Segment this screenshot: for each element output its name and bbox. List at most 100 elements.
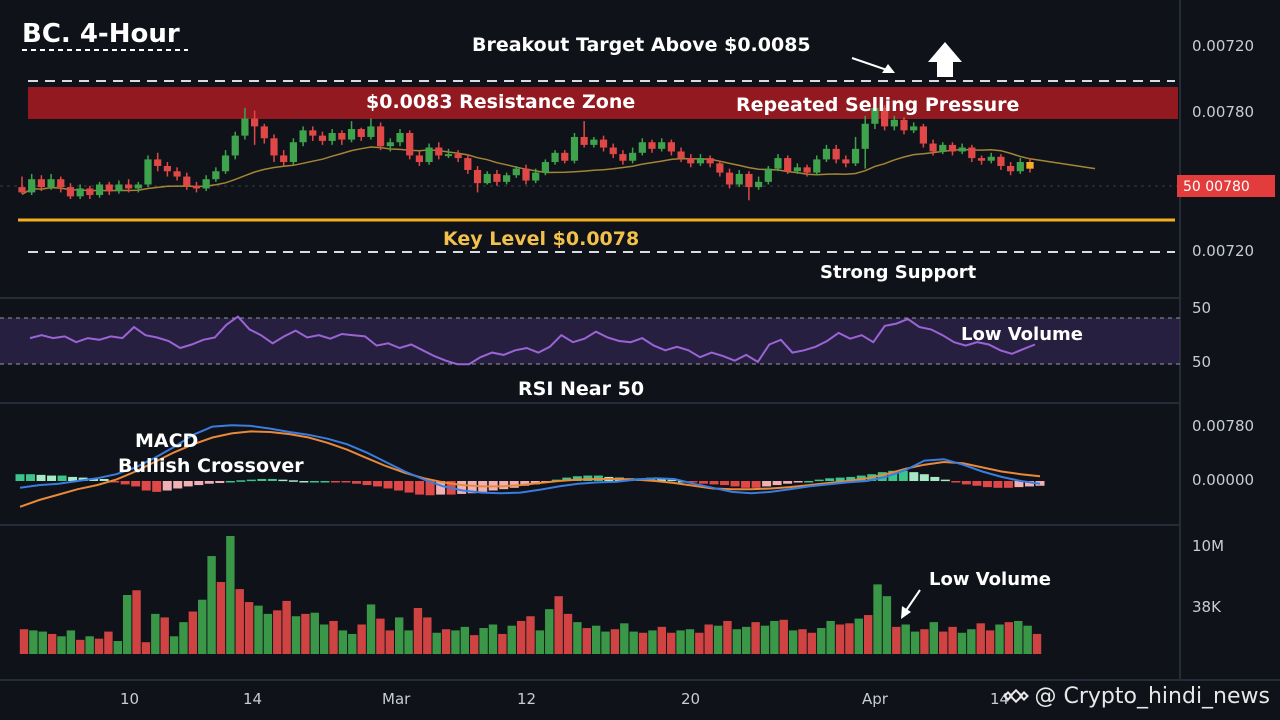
macd-histogram-bar — [699, 481, 709, 484]
volume-bar — [385, 630, 395, 654]
volume-bar — [910, 631, 920, 654]
x-tick-20: 20 — [681, 690, 700, 708]
macd-crossover-label: Bullish Crossover — [118, 455, 304, 477]
moving-average-layer — [21, 146, 1096, 196]
macd-histogram-bar — [656, 478, 666, 481]
macd-histogram-bar — [688, 481, 698, 483]
candle — [454, 154, 462, 159]
volume-bar — [113, 641, 122, 654]
volume-bar — [366, 604, 376, 654]
volume-bar — [742, 626, 751, 654]
candle — [338, 133, 346, 140]
volume-bar — [57, 636, 66, 654]
macd-histogram-bar — [288, 480, 298, 482]
volume-layer — [19, 536, 1042, 654]
volume-bar — [563, 613, 573, 654]
candle — [1016, 162, 1024, 172]
macd-histogram-bar — [47, 475, 57, 481]
volume-bar — [788, 630, 798, 654]
candle — [212, 171, 220, 180]
candle — [173, 171, 181, 177]
chart-title: BC. 4-Hour — [22, 19, 180, 49]
volume-bar — [920, 629, 929, 654]
candle — [522, 168, 530, 181]
macd-histogram-bar — [909, 472, 919, 481]
candle — [105, 184, 113, 192]
macd-histogram-bar — [194, 481, 204, 486]
macd-histogram-bar — [15, 474, 25, 481]
candle — [919, 126, 927, 144]
rsi-band — [0, 318, 1180, 364]
candle — [541, 162, 549, 173]
macd-histogram-bar — [131, 481, 141, 487]
candle — [66, 187, 75, 197]
macd-histogram-bar — [351, 481, 361, 484]
volume-bar — [760, 625, 770, 654]
volume-bar — [901, 624, 910, 654]
binance-logo-icon — [1002, 688, 1029, 704]
candle — [183, 176, 191, 186]
candle — [832, 148, 840, 160]
macd-histogram-bar — [415, 481, 425, 495]
macd-histogram-bar — [173, 481, 183, 489]
volume-bar — [638, 632, 648, 654]
volume-bar — [198, 599, 207, 654]
x-tick-12: 12 — [517, 690, 536, 708]
volume-bar — [657, 626, 667, 654]
candle — [163, 166, 171, 172]
macd-histogram-bar — [1014, 481, 1024, 488]
candle — [667, 142, 675, 152]
volume-bar — [479, 628, 488, 654]
candle — [774, 158, 782, 169]
candle — [784, 158, 792, 172]
price-tick-bottom: 0.00720 — [1192, 242, 1254, 260]
volume-bar — [629, 631, 638, 654]
candle — [57, 179, 65, 188]
volume-bar — [854, 618, 863, 654]
candle — [735, 173, 743, 185]
candle — [280, 155, 288, 163]
macd-histogram-bar — [183, 481, 193, 487]
candle — [745, 173, 753, 188]
rsi-tick-upper: 50 — [1192, 299, 1211, 317]
candle — [677, 151, 685, 159]
volume-bar — [873, 584, 882, 654]
volume-bar — [591, 625, 601, 654]
candle — [822, 148, 831, 160]
volume-bar — [573, 622, 582, 654]
candle — [270, 138, 278, 156]
candle — [76, 188, 84, 197]
volume-bar — [676, 630, 685, 654]
candle — [415, 155, 423, 163]
candle — [851, 148, 860, 164]
macd-histogram-bar — [762, 481, 772, 487]
volume-bar — [141, 642, 151, 654]
macd-histogram-bar — [888, 470, 898, 481]
volume-bar — [685, 629, 695, 654]
candle — [658, 142, 666, 149]
macd-histogram-bar — [141, 481, 151, 491]
macd-histogram-bar — [940, 479, 950, 482]
volume-bar — [554, 596, 563, 654]
candle — [561, 152, 569, 161]
volume-bar — [507, 625, 516, 654]
candle — [357, 129, 365, 137]
candle — [221, 155, 230, 172]
candle — [929, 143, 937, 152]
current-price-tag: 50 00780 — [1183, 179, 1250, 195]
volume-bar — [610, 629, 620, 654]
volume-bar — [976, 623, 985, 654]
macd-histogram-bar — [152, 481, 162, 492]
macd-histogram-bar — [720, 481, 730, 486]
candle — [755, 181, 763, 188]
candle — [725, 172, 734, 185]
volume-bar — [357, 624, 366, 654]
volume-bar — [892, 626, 901, 654]
candle — [696, 158, 705, 164]
macd-histogram-bar — [68, 476, 78, 481]
current-price-badge — [1177, 175, 1275, 197]
volume-bar — [995, 624, 1004, 654]
candle — [687, 158, 695, 164]
macd-histogram-bar — [730, 481, 740, 487]
candle — [948, 144, 957, 152]
